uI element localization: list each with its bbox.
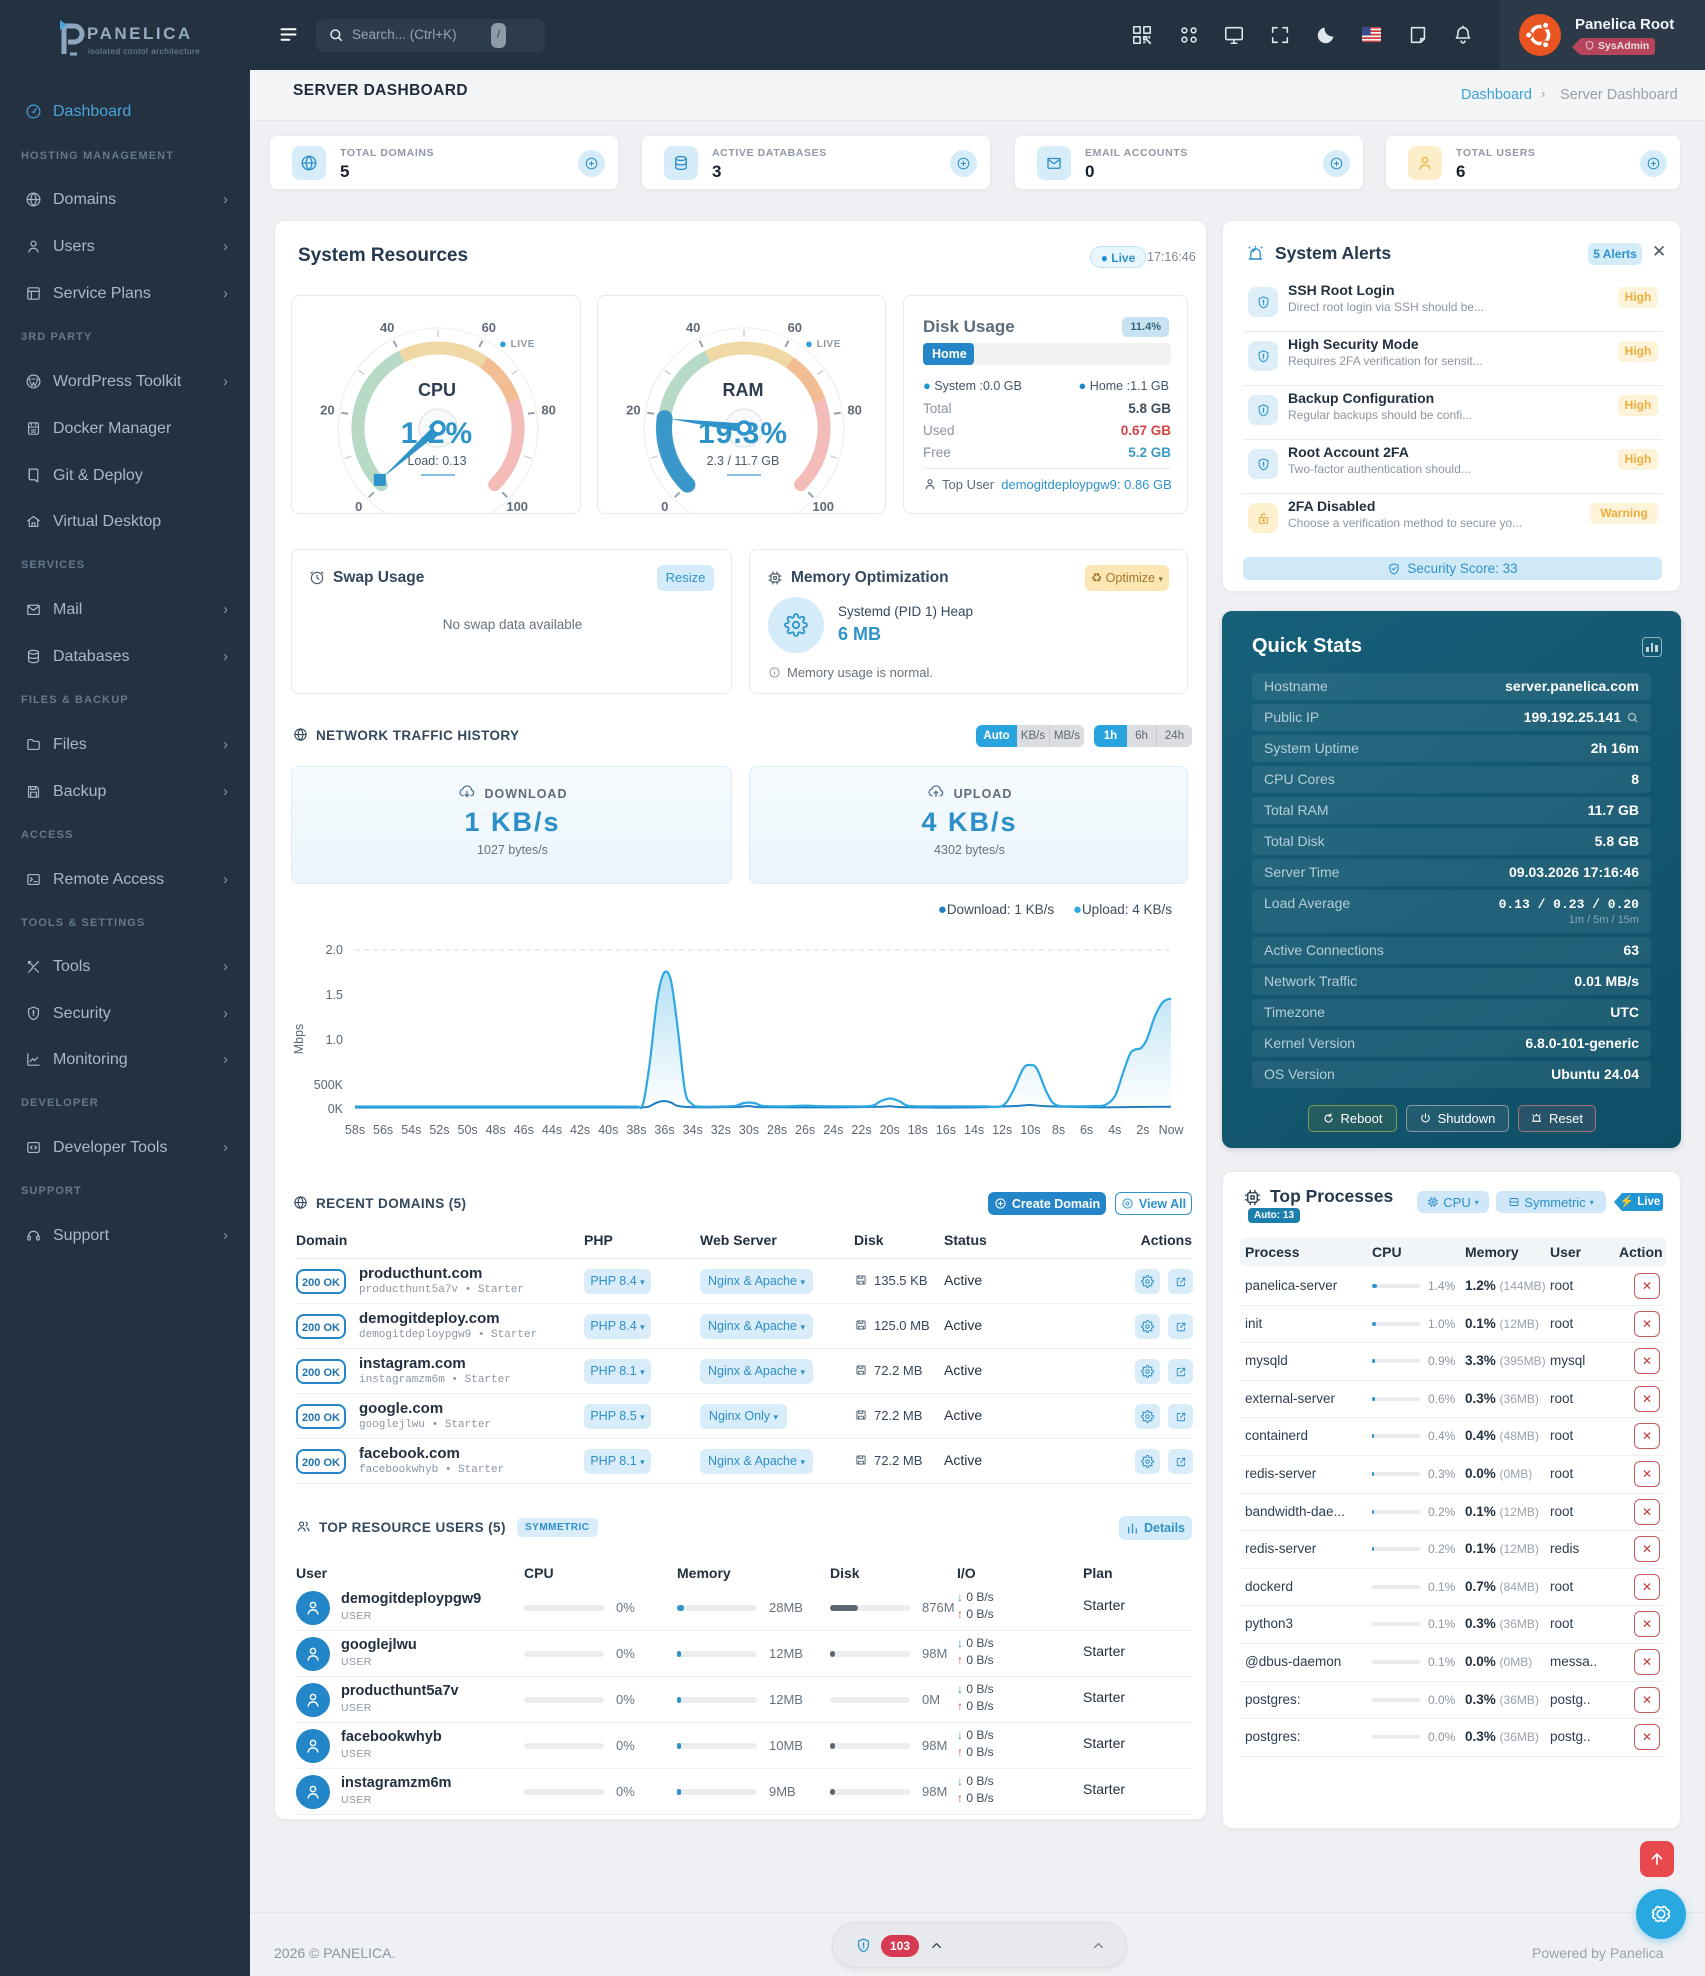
svg-text:Now: Now xyxy=(1159,1123,1185,1137)
svg-text:38s: 38s xyxy=(626,1123,646,1137)
svg-text:40: 40 xyxy=(686,320,700,335)
svg-text:2.0: 2.0 xyxy=(326,943,343,957)
svg-text:8s: 8s xyxy=(1052,1123,1065,1137)
svg-text:16s: 16s xyxy=(936,1123,956,1137)
svg-text:40s: 40s xyxy=(598,1123,618,1137)
svg-text:26s: 26s xyxy=(795,1123,815,1137)
svg-text:100: 100 xyxy=(506,499,528,513)
svg-text:28s: 28s xyxy=(767,1123,787,1137)
svg-text:24s: 24s xyxy=(823,1123,843,1137)
svg-text:4s: 4s xyxy=(1108,1123,1121,1137)
svg-text:Mbps: Mbps xyxy=(292,1024,306,1055)
svg-text:44s: 44s xyxy=(542,1123,562,1137)
svg-text:42s: 42s xyxy=(570,1123,590,1137)
svg-text:48s: 48s xyxy=(486,1123,506,1137)
svg-text:12s: 12s xyxy=(992,1123,1012,1137)
svg-text:0: 0 xyxy=(355,499,362,513)
svg-text:54s: 54s xyxy=(401,1123,421,1137)
svg-text:22s: 22s xyxy=(851,1123,871,1137)
svg-text:20: 20 xyxy=(626,403,640,418)
svg-text:10s: 10s xyxy=(1020,1123,1040,1137)
svg-text:46s: 46s xyxy=(514,1123,534,1137)
svg-text:60: 60 xyxy=(788,320,802,335)
svg-text:100: 100 xyxy=(812,499,834,513)
svg-text:1.5: 1.5 xyxy=(326,988,343,1002)
svg-text:18s: 18s xyxy=(908,1123,928,1137)
svg-text:2s: 2s xyxy=(1136,1123,1149,1137)
svg-text:36s: 36s xyxy=(654,1123,674,1137)
svg-text:58s: 58s xyxy=(345,1123,365,1137)
svg-text:20: 20 xyxy=(320,403,334,418)
svg-text:80: 80 xyxy=(847,403,861,418)
svg-text:40: 40 xyxy=(380,320,394,335)
svg-text:80: 80 xyxy=(541,403,555,418)
svg-text:30s: 30s xyxy=(739,1123,759,1137)
svg-text:500K: 500K xyxy=(314,1078,344,1092)
svg-text:14s: 14s xyxy=(964,1123,984,1137)
svg-text:60: 60 xyxy=(482,320,496,335)
svg-text:56s: 56s xyxy=(373,1123,393,1137)
svg-text:34s: 34s xyxy=(683,1123,703,1137)
svg-text:1.0: 1.0 xyxy=(326,1033,343,1047)
svg-text:52s: 52s xyxy=(429,1123,449,1137)
svg-text:6s: 6s xyxy=(1080,1123,1093,1137)
svg-text:32s: 32s xyxy=(711,1123,731,1137)
svg-text:20s: 20s xyxy=(880,1123,900,1137)
svg-text:0: 0 xyxy=(661,499,668,513)
svg-text:50s: 50s xyxy=(458,1123,478,1137)
svg-text:0K: 0K xyxy=(328,1102,344,1116)
